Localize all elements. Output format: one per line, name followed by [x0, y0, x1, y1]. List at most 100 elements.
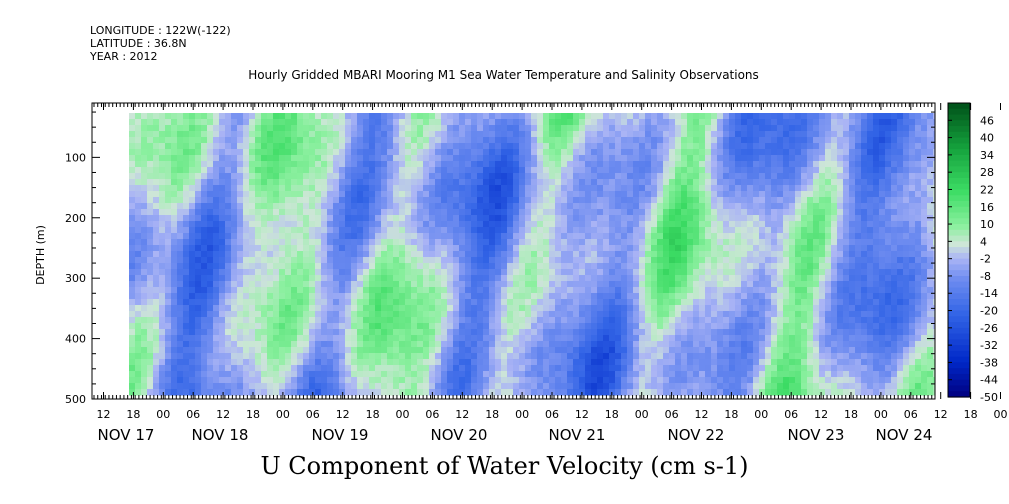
heatmap-cell	[279, 269, 286, 276]
heatmap-cell	[507, 149, 514, 156]
heatmap-cell	[441, 149, 448, 156]
heatmap-cell	[687, 161, 694, 168]
heatmap-cell	[561, 263, 568, 270]
heatmap-cell	[333, 293, 340, 300]
heatmap-cell	[615, 257, 622, 264]
heatmap-cell	[465, 299, 472, 306]
heatmap-cell	[399, 251, 406, 258]
heatmap-cell	[285, 335, 292, 342]
heatmap-cell	[153, 305, 160, 312]
heatmap-cell	[399, 137, 406, 144]
heatmap-cell	[189, 245, 196, 252]
heatmap-cell	[267, 281, 274, 288]
heatmap-cell	[177, 221, 184, 228]
heatmap-cell	[321, 161, 328, 168]
heatmap-cell	[285, 281, 292, 288]
heatmap-cell	[687, 371, 694, 378]
heatmap-cell	[147, 149, 154, 156]
heatmap-cell	[243, 197, 250, 204]
heatmap-cell	[171, 197, 178, 204]
heatmap-cell	[411, 173, 418, 180]
heatmap-cell	[273, 365, 280, 372]
heatmap-cell	[453, 215, 460, 222]
heatmap-cell	[225, 389, 232, 396]
heatmap-cell	[639, 197, 646, 204]
heatmap-cell	[327, 191, 334, 198]
heatmap-cell	[339, 131, 346, 138]
heatmap-cell	[393, 383, 400, 390]
heatmap-cell	[225, 335, 232, 342]
heatmap-cell	[561, 305, 568, 312]
heatmap-cell	[219, 251, 226, 258]
heatmap-cell	[267, 149, 274, 156]
heatmap-cell	[261, 335, 268, 342]
heatmap-cell	[171, 203, 178, 210]
heatmap-cell	[387, 359, 394, 366]
heatmap-cell	[423, 257, 430, 264]
heatmap-cell	[429, 377, 436, 384]
heatmap-cell	[513, 329, 520, 336]
heatmap-cell	[669, 179, 676, 186]
heatmap-cell	[489, 299, 496, 306]
heatmap-cell	[711, 125, 718, 132]
heatmap-cell	[633, 155, 640, 162]
heatmap-cell	[591, 155, 598, 162]
heatmap-cell	[465, 311, 472, 318]
heatmap-cell	[291, 341, 298, 348]
heatmap-cell	[375, 359, 382, 366]
heatmap-cell	[189, 269, 196, 276]
heatmap-cell	[309, 341, 316, 348]
heatmap-cell	[591, 305, 598, 312]
heatmap-cell	[453, 113, 460, 120]
heatmap-cell	[183, 119, 190, 126]
heatmap-cell	[501, 245, 508, 252]
heatmap-cell	[729, 227, 736, 234]
heatmap-cell	[375, 227, 382, 234]
heatmap-cell	[255, 305, 262, 312]
heatmap-cell	[627, 173, 634, 180]
heatmap-cell	[339, 323, 346, 330]
heatmap-cell	[237, 125, 244, 132]
heatmap-cell	[315, 185, 322, 192]
heatmap-cell	[357, 239, 364, 246]
heatmap-cell	[243, 179, 250, 186]
heatmap-cell	[543, 125, 550, 132]
heatmap-cell	[165, 131, 172, 138]
heatmap-cell	[717, 365, 724, 372]
heatmap-cell	[729, 245, 736, 252]
heatmap-cell	[345, 113, 352, 120]
heatmap-cell	[747, 197, 754, 204]
heatmap-cell	[579, 305, 586, 312]
heatmap-cell	[645, 317, 652, 324]
heatmap-cell	[621, 329, 628, 336]
heatmap-cell	[369, 131, 376, 138]
heatmap-cell	[489, 275, 496, 282]
heatmap-cell	[369, 113, 376, 120]
heatmap-cell	[711, 377, 718, 384]
heatmap-cell	[567, 185, 574, 192]
heatmap-cell	[687, 137, 694, 144]
heatmap-cell	[573, 317, 580, 324]
heatmap-cell	[177, 329, 184, 336]
heatmap-cell	[741, 143, 748, 150]
heatmap-cell	[303, 191, 310, 198]
heatmap-cell	[591, 383, 598, 390]
heatmap-cell	[171, 299, 178, 306]
heatmap-cell	[693, 293, 700, 300]
heatmap-cell	[693, 227, 700, 234]
heatmap-cell	[453, 269, 460, 276]
heatmap-cell	[735, 311, 742, 318]
heatmap-cell	[177, 383, 184, 390]
heatmap-cell	[603, 185, 610, 192]
heatmap-cell	[597, 185, 604, 192]
heatmap-cell	[489, 149, 496, 156]
heatmap-cell	[225, 383, 232, 390]
heatmap-cell	[711, 311, 718, 318]
heatmap-cell	[693, 215, 700, 222]
heatmap-cell	[705, 245, 712, 252]
heatmap-cell	[525, 209, 532, 216]
heatmap-cell	[711, 323, 718, 330]
heatmap-cell	[315, 251, 322, 258]
heatmap-cell	[687, 293, 694, 300]
heatmap-cell	[219, 233, 226, 240]
